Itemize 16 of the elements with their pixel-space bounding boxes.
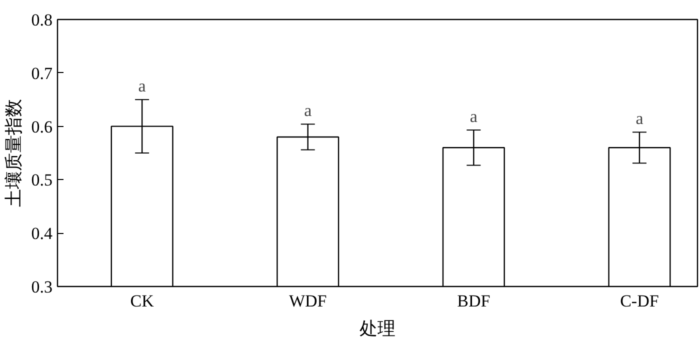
x-tick-label: WDF (288, 292, 327, 310)
y-tick-label: 0.4 (31, 224, 53, 244)
x-tick-label: CK (130, 292, 155, 310)
x-tick-label: BDF (457, 292, 490, 310)
y-axis-title: 土壤质量指数 (3, 99, 24, 207)
y-tick-label: 0.8 (31, 10, 52, 30)
y-tick-label: 0.7 (31, 64, 53, 83)
x-tick-label: C-DF (620, 292, 659, 310)
x-axis-title: 处理 (360, 318, 396, 338)
annotation: a (636, 109, 644, 128)
y-tick-label: 0.5 (31, 170, 52, 190)
y-tick-label: 0.6 (31, 117, 52, 136)
annotation: a (138, 76, 146, 96)
annotation: a (470, 107, 478, 126)
y-tick-label: 0.3 (31, 278, 52, 296)
annotation: a (304, 101, 312, 120)
